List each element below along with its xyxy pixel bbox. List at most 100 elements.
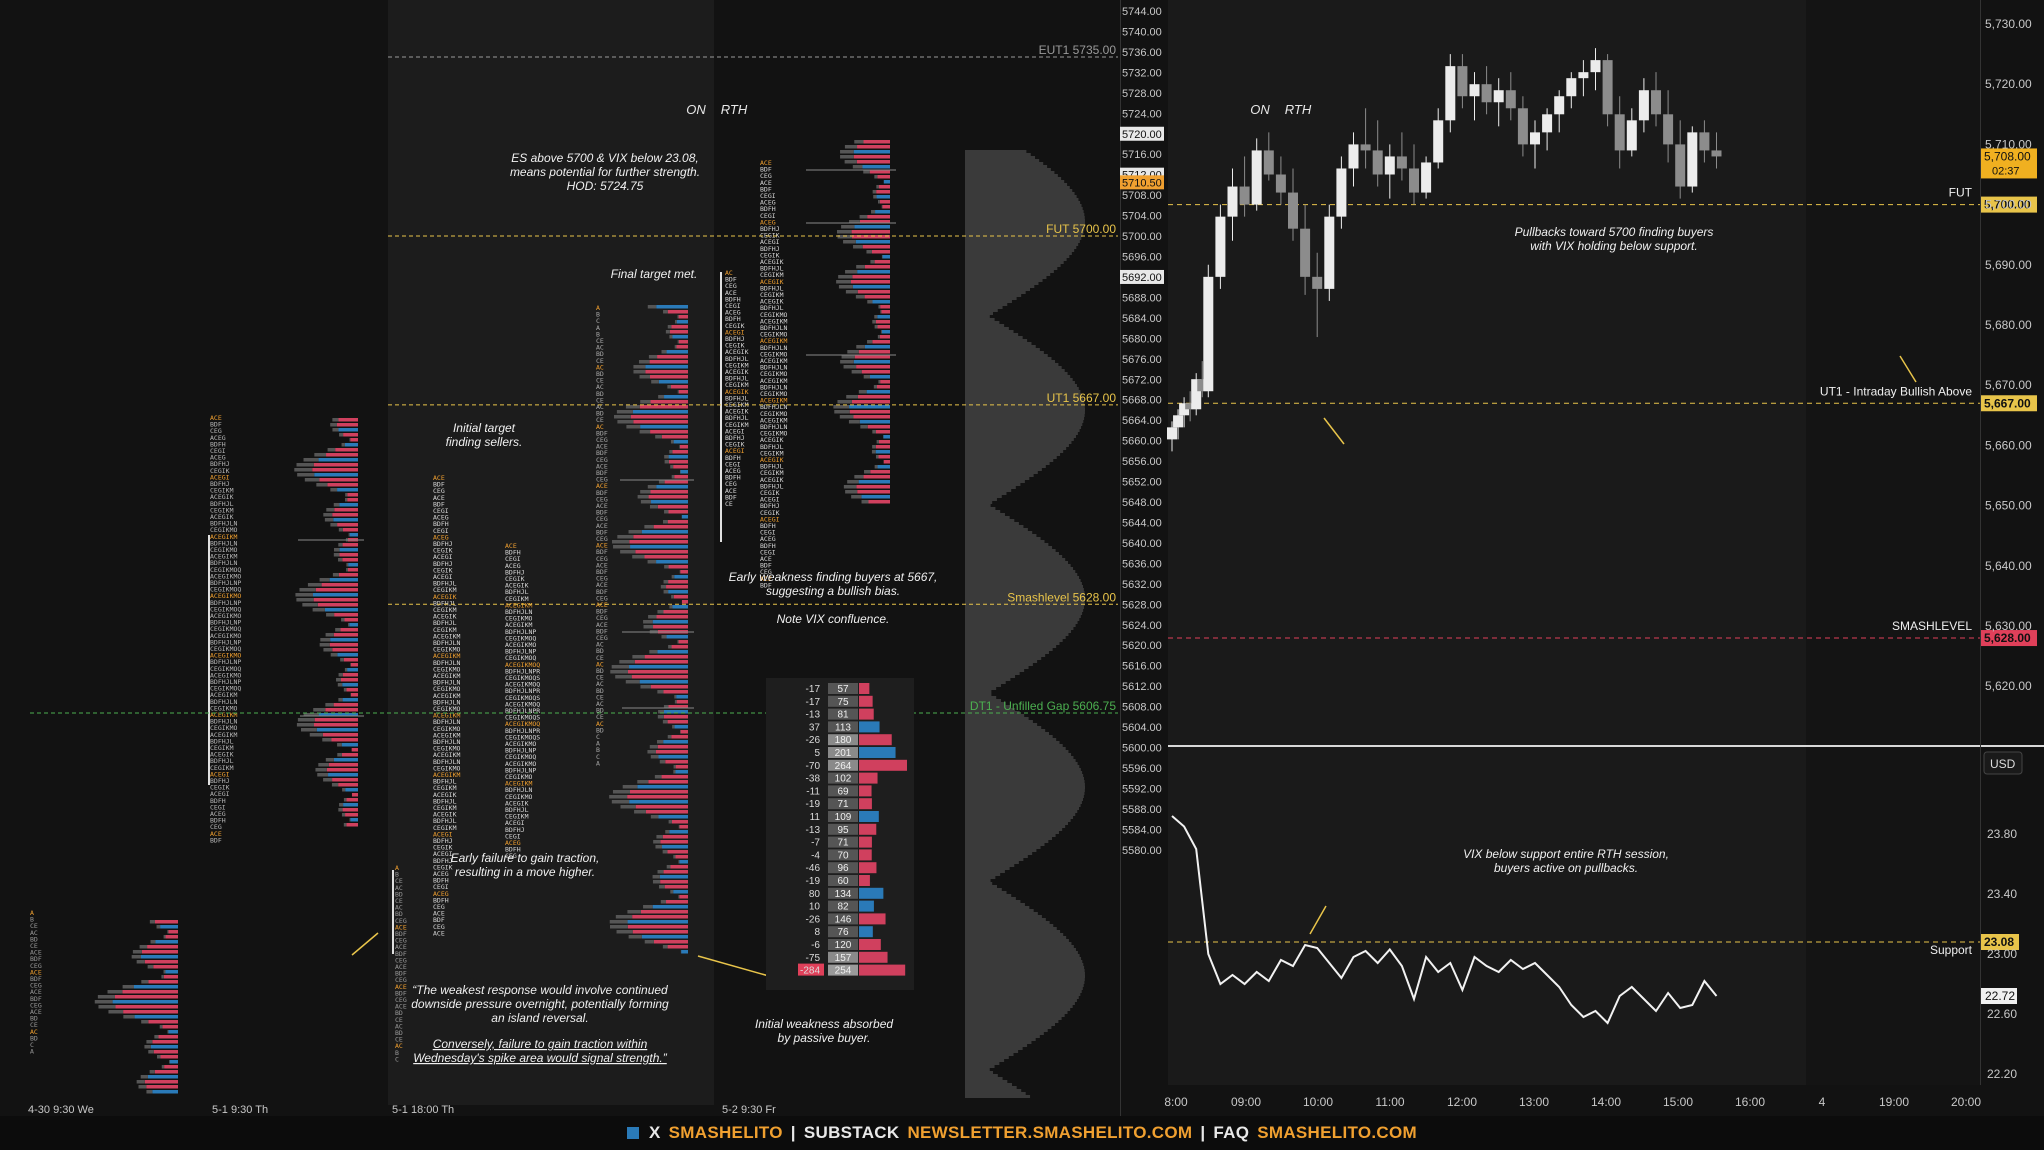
- volume-cell: 81: [837, 710, 849, 721]
- svg-text:CEGIKMO: CEGIKMO: [210, 704, 237, 712]
- svg-text:BDFHJL: BDFHJL: [210, 737, 234, 745]
- left-axis-label: 5724.00: [1122, 108, 1162, 120]
- left-annotation: “The weakest response would involve cont…: [412, 983, 668, 997]
- svg-text:CEG: CEG: [760, 172, 772, 180]
- svg-text:CEGIK: CEGIK: [725, 441, 745, 449]
- svg-text:AC: AC: [596, 383, 604, 391]
- es-candle: [1251, 138, 1262, 211]
- svg-text:BDFHJLN: BDFHJLN: [760, 364, 787, 372]
- es-candle: [1384, 144, 1395, 199]
- footer-faq-link[interactable]: SMASHELITO.COM: [1257, 1123, 1417, 1142]
- svg-text:BD: BD: [30, 935, 38, 943]
- svg-text:CEGIKMO: CEGIKMO: [760, 430, 787, 438]
- svg-text:BDFHJL: BDFHJL: [725, 414, 749, 422]
- svg-text:ACEGIKM: ACEGIKM: [760, 357, 787, 365]
- time-axis-label: 11:00: [1375, 1095, 1404, 1109]
- delta-cell: 37: [809, 722, 821, 733]
- svg-text:BDF: BDF: [596, 489, 608, 497]
- delta-bar: [859, 862, 877, 874]
- svg-text:ACE: ACE: [596, 522, 608, 530]
- svg-text:ACEGIK: ACEGIK: [725, 408, 749, 416]
- svg-text:ACEGIKM: ACEGIKM: [760, 337, 787, 345]
- volume-cell: 95: [837, 825, 849, 836]
- svg-text:CE: CE: [395, 877, 403, 885]
- es-candles: [1167, 48, 1722, 452]
- svg-text:BDF: BDF: [596, 608, 608, 616]
- left-annotation: downside pressure overnight, potentially…: [411, 997, 669, 1011]
- svg-text:BDFHJLN: BDFHJLN: [505, 786, 532, 794]
- svg-text:BDFHJLN: BDFHJLN: [210, 520, 237, 528]
- svg-text:ACEGIKM: ACEGIKM: [433, 652, 460, 660]
- svg-text:CEGIKMO: CEGIKMO: [210, 724, 237, 732]
- svg-text:ACEGI: ACEGI: [725, 447, 745, 455]
- delta-cell: -284: [800, 966, 820, 977]
- svg-text:CEGIKM: CEGIKM: [433, 626, 457, 634]
- svg-text:BDF: BDF: [210, 421, 222, 429]
- volume-cell: 71: [837, 799, 849, 810]
- svg-text:CE: CE: [596, 396, 604, 404]
- es-candle: [1505, 72, 1516, 121]
- svg-text:CEGIKMO: CEGIKMO: [210, 546, 237, 554]
- svg-text:CEGIKM: CEGIKM: [433, 784, 457, 792]
- svg-text:22.72: 22.72: [1985, 989, 2015, 1003]
- svg-text:BDFHJLN: BDFHJLN: [433, 758, 460, 766]
- svg-text:ACEG: ACEG: [505, 839, 521, 847]
- svg-text:ACEGIK: ACEGIK: [760, 258, 784, 266]
- svg-text:BDFH: BDFH: [210, 817, 226, 825]
- svg-text:CEG: CEG: [395, 956, 407, 964]
- svg-text:CEGIKMO: CEGIKMO: [505, 773, 532, 781]
- svg-text:A: A: [596, 740, 600, 748]
- svg-text:CEGIKMO: CEGIKMO: [760, 331, 787, 339]
- svg-text:ACEGIKM: ACEGIKM: [210, 553, 237, 561]
- svg-text:BDF: BDF: [433, 481, 445, 489]
- svg-text:BDFHJLNP: BDFHJLNP: [505, 766, 536, 774]
- svg-text:ACEGI: ACEGI: [760, 238, 780, 246]
- footer-substack-link[interactable]: NEWSLETTER.SMASHELITO.COM: [907, 1123, 1193, 1142]
- svg-text:ACEGIKM: ACEGIKM: [433, 771, 460, 779]
- left-time-label: 5-1 9:30 Th: [212, 1104, 268, 1116]
- es-axis-label: 5,680.00: [1985, 318, 2032, 332]
- es-candle: [1191, 373, 1202, 416]
- svg-text:BDF: BDF: [596, 627, 608, 635]
- svg-text:BD: BD: [596, 390, 604, 398]
- svg-text:BDFHJL: BDFHJL: [433, 778, 457, 786]
- svg-text:BDFHJLN: BDFHJLN: [433, 659, 460, 667]
- svg-text:BD: BD: [596, 707, 604, 715]
- svg-text:CEG: CEG: [395, 937, 407, 945]
- svg-text:BDFHJL: BDFHJL: [760, 304, 784, 312]
- svg-text:ACEGIKM: ACEGIKM: [210, 711, 237, 719]
- svg-text:ACEGIK: ACEGIK: [210, 513, 234, 521]
- svg-text:BDFHJL: BDFHJL: [210, 757, 234, 765]
- svg-text:BDFHJL: BDFHJL: [725, 375, 749, 383]
- es-candle: [1445, 54, 1456, 133]
- svg-text:ACEGI: ACEGI: [433, 830, 453, 838]
- svg-text:CEG: CEG: [433, 487, 445, 495]
- svg-text:BDFHJLNP: BDFHJLNP: [505, 628, 536, 636]
- currency-button[interactable]: [1983, 751, 2023, 775]
- svg-text:ACEGI: ACEGI: [210, 790, 230, 798]
- svg-text:CEG: CEG: [395, 976, 407, 984]
- svg-text:BD: BD: [596, 647, 604, 655]
- svg-text:ACEG: ACEG: [760, 218, 776, 226]
- delta-cell: -46: [806, 863, 821, 874]
- svg-text:CEGIKMOQS: CEGIKMOQS: [505, 733, 540, 741]
- delta-bar: [859, 887, 884, 899]
- svg-text:ACEGIKMO: ACEGIKMO: [505, 760, 536, 768]
- svg-text:BDF: BDF: [395, 950, 407, 958]
- svg-text:B: B: [596, 746, 600, 754]
- svg-text:CEGIK: CEGIK: [433, 547, 453, 555]
- svg-text:CEGIKMO: CEGIKMO: [433, 705, 460, 713]
- footer-x-handle-link[interactable]: SMASHELITO: [668, 1123, 783, 1142]
- svg-text:CEGI: CEGI: [433, 527, 449, 535]
- svg-text:CEG: CEG: [505, 852, 517, 860]
- svg-text:ACEGIKMO: ACEGIKMO: [210, 612, 241, 620]
- svg-text:CEGIKMOQS: CEGIKMOQS: [505, 674, 540, 682]
- svg-text:BDFHJLNP: BDFHJLNP: [505, 648, 536, 656]
- svg-text:BDFH: BDFH: [505, 846, 521, 854]
- svg-text:ACEG: ACEG: [433, 890, 449, 898]
- svg-text:BDFHJLN: BDFHJLN: [210, 539, 237, 547]
- volume-cell: 264: [835, 761, 852, 772]
- svg-text:CEGIKM: CEGIKM: [433, 606, 457, 614]
- delta-bar: [859, 875, 870, 886]
- svg-text:BDF: BDF: [596, 548, 608, 556]
